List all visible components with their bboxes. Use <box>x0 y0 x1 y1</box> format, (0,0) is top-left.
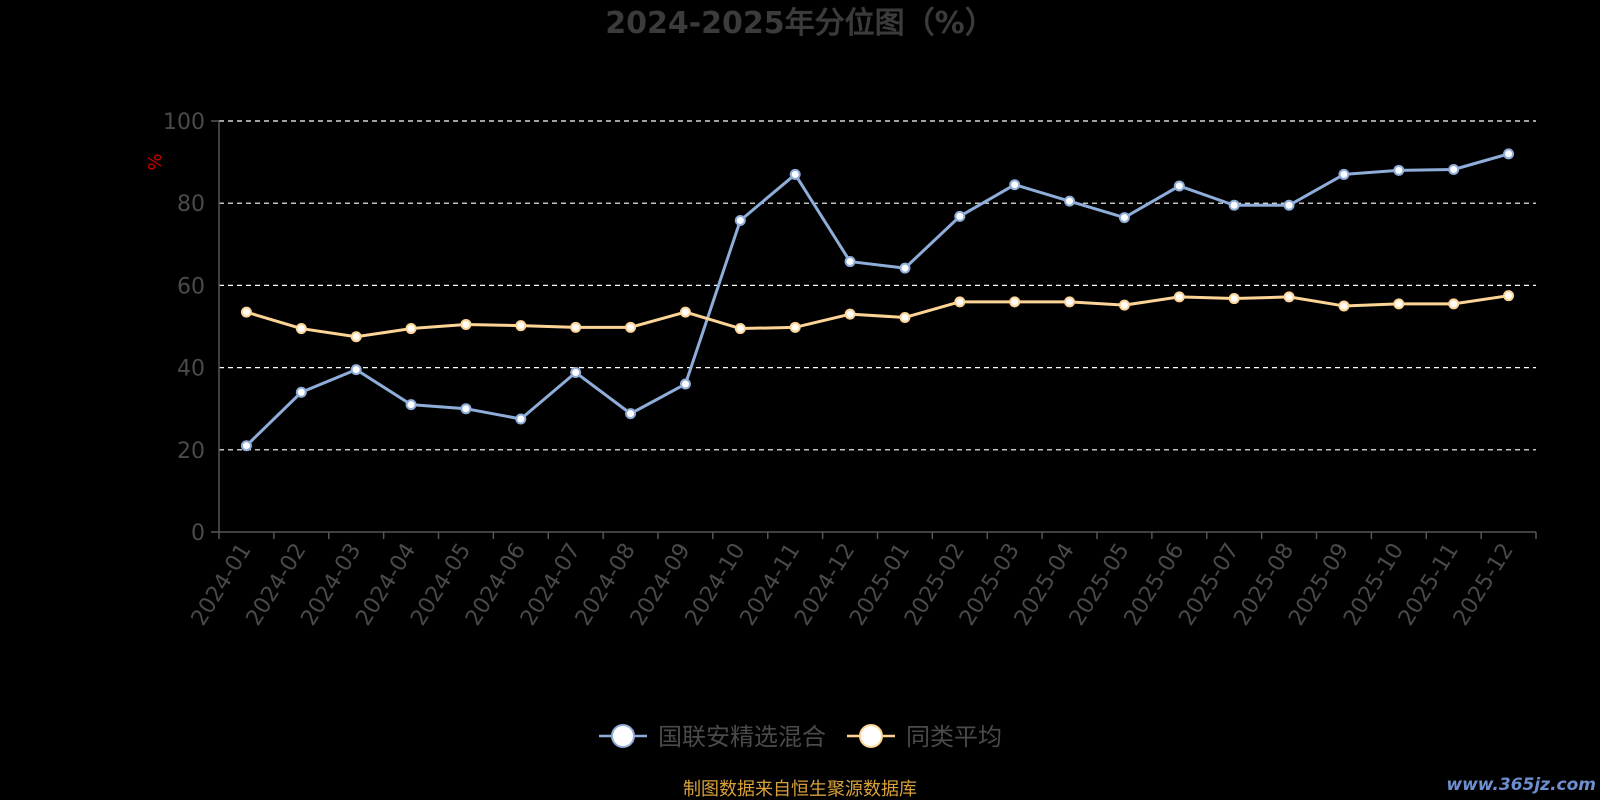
data-point[interactable] <box>1118 299 1130 311</box>
data-point[interactable] <box>1283 199 1295 211</box>
data-point[interactable] <box>1338 300 1350 312</box>
data-point[interactable] <box>350 331 362 343</box>
data-point[interactable] <box>240 440 252 452</box>
data-point[interactable] <box>1503 148 1515 160</box>
data-point[interactable] <box>734 214 746 226</box>
y-tick-label: 60 <box>177 274 205 299</box>
y-tick-labels: 0 20 40 60 80 100 <box>163 110 205 546</box>
data-point[interactable] <box>1393 298 1405 310</box>
legend-label: 同类平均 <box>906 723 1002 751</box>
y-axis-label: % <box>145 153 166 170</box>
data-point[interactable] <box>1503 290 1515 302</box>
data-point[interactable] <box>295 386 307 398</box>
watermark: www.365jz.com <box>1446 775 1596 795</box>
data-point[interactable] <box>1118 212 1130 224</box>
data-point[interactable] <box>789 168 801 180</box>
legend-label: 国联安精选混合 <box>658 723 826 751</box>
data-point[interactable] <box>734 323 746 335</box>
data-point[interactable] <box>460 318 472 330</box>
data-point[interactable] <box>789 321 801 333</box>
data-point[interactable] <box>1009 296 1021 308</box>
y-tick-label: 20 <box>177 439 205 464</box>
data-point[interactable] <box>679 306 691 318</box>
data-point[interactable] <box>625 408 637 420</box>
data-point[interactable] <box>844 256 856 268</box>
data-point[interactable] <box>954 296 966 308</box>
data-point[interactable] <box>570 367 582 379</box>
series-lines <box>240 148 1515 452</box>
legend-swatch-marker <box>859 724 883 748</box>
data-point[interactable] <box>405 399 417 411</box>
data-point[interactable] <box>1448 163 1460 175</box>
data-point[interactable] <box>1228 293 1240 305</box>
data-point[interactable] <box>1228 199 1240 211</box>
data-point[interactable] <box>1393 164 1405 176</box>
data-point[interactable] <box>1064 296 1076 308</box>
data-point[interactable] <box>625 321 637 333</box>
series-line <box>245 152 1509 447</box>
data-point[interactable] <box>1283 291 1295 303</box>
series-line <box>246 294 1509 339</box>
data-source-note: 制图数据来自恒生聚源数据库 <box>683 779 917 800</box>
legend-swatch-marker <box>611 724 635 748</box>
data-point[interactable] <box>1173 180 1185 192</box>
x-tick-labels: 2024-012024-022024-032024-042024-052024-… <box>187 539 1519 630</box>
data-point[interactable] <box>240 306 252 318</box>
data-point[interactable] <box>570 321 582 333</box>
y-tick-label: 80 <box>177 192 205 217</box>
data-point[interactable] <box>1173 291 1185 303</box>
y-tick-label: 0 <box>191 521 205 546</box>
legend-item-2[interactable]: 同类平均 <box>847 723 1002 751</box>
series-2 <box>240 290 1515 343</box>
data-point[interactable] <box>1064 195 1076 207</box>
data-point[interactable] <box>1448 298 1460 310</box>
series-1 <box>240 148 1515 452</box>
axes <box>211 120 1537 539</box>
y-tick-label: 100 <box>163 110 205 135</box>
gridlines <box>219 120 1536 451</box>
legend[interactable]: 国联安精选混合 同类平均 <box>599 723 1002 751</box>
data-point[interactable] <box>350 364 362 376</box>
chart-title: 2024-2025年分位图（%） <box>605 6 995 41</box>
legend-item-1[interactable]: 国联安精选混合 <box>599 723 826 751</box>
y-tick-label: 40 <box>177 357 205 382</box>
data-point[interactable] <box>460 403 472 415</box>
data-point[interactable] <box>679 378 691 390</box>
data-point[interactable] <box>899 262 911 274</box>
data-point[interactable] <box>1009 179 1021 191</box>
data-point[interactable] <box>899 311 911 323</box>
data-point[interactable] <box>405 323 417 335</box>
data-point[interactable] <box>515 413 527 425</box>
data-point[interactable] <box>954 210 966 222</box>
data-point[interactable] <box>515 320 527 332</box>
data-point[interactable] <box>844 308 856 320</box>
data-point[interactable] <box>295 323 307 335</box>
data-point[interactable] <box>1338 168 1350 180</box>
